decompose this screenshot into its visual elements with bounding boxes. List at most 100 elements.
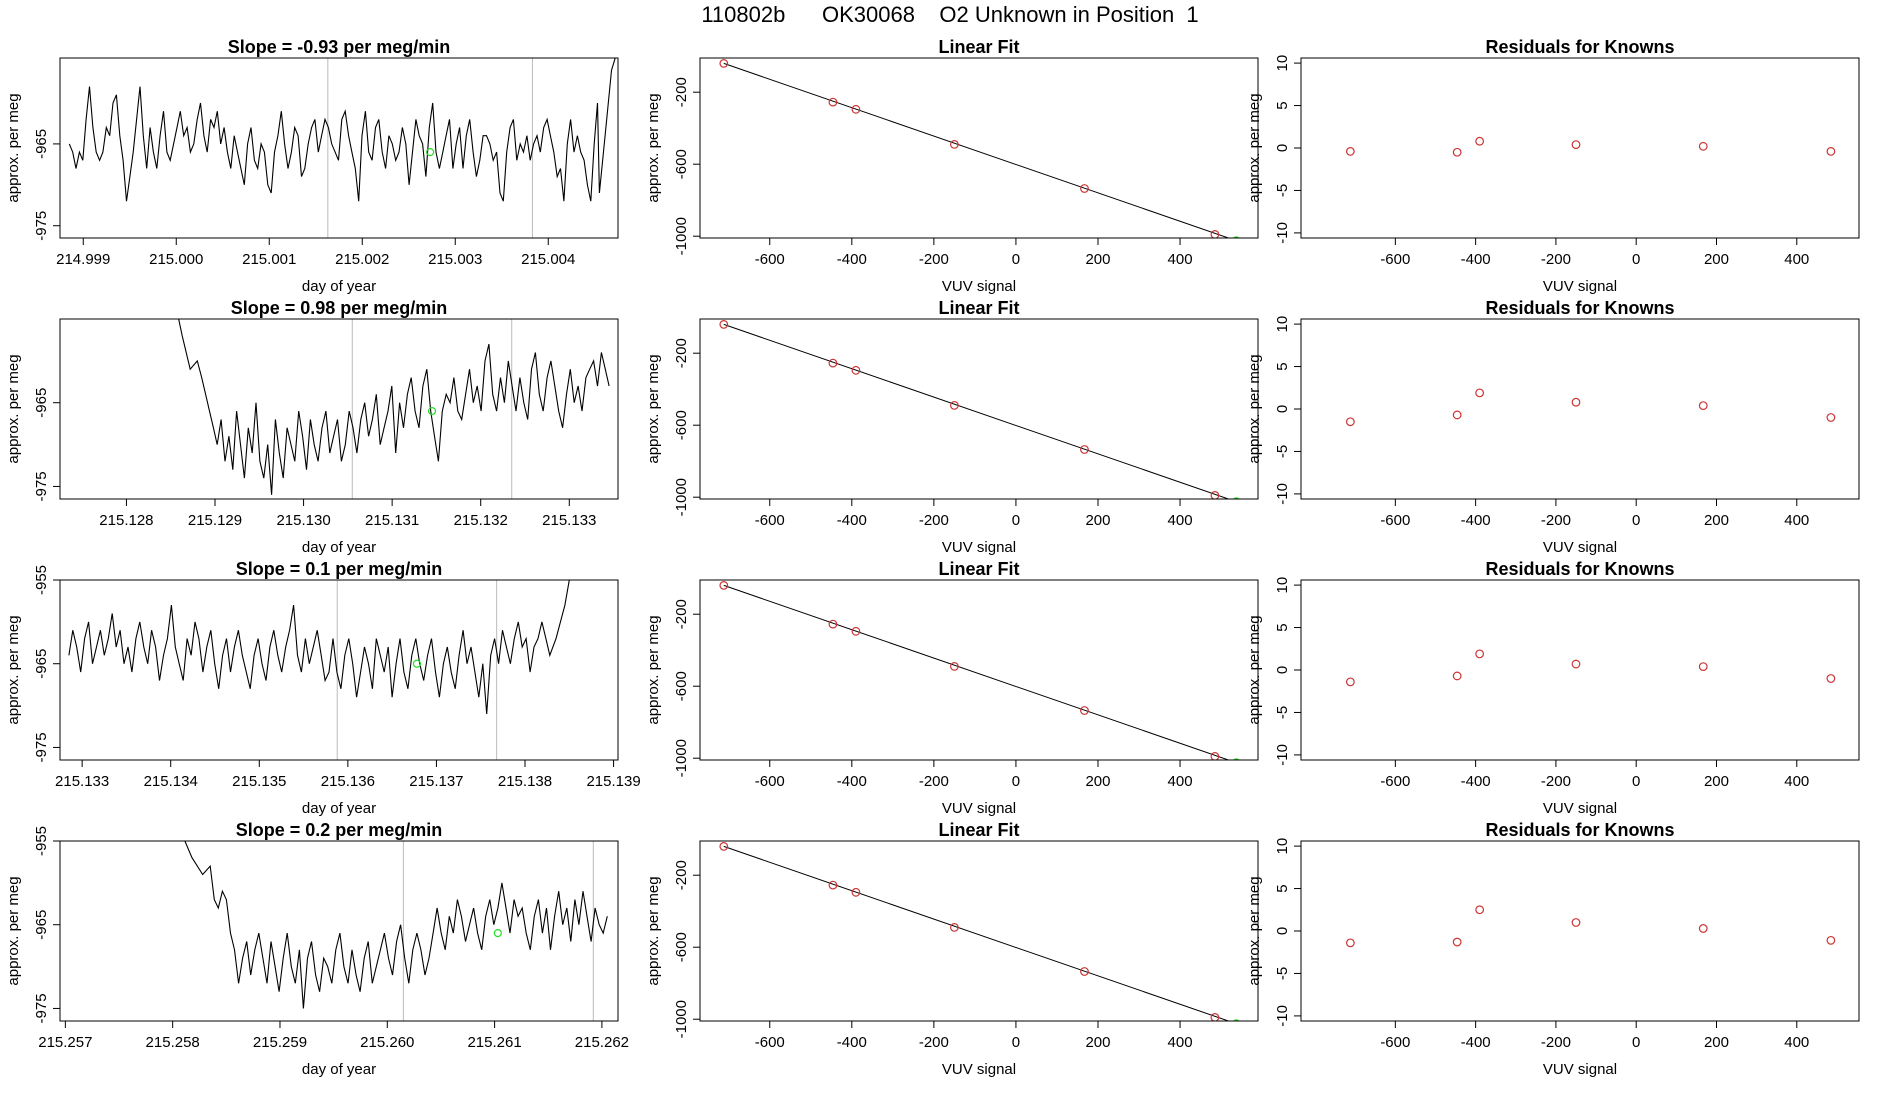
x-axis-label: day of year	[302, 800, 376, 817]
y-axis-label: approx. per meg	[645, 615, 662, 724]
x-tick-label: 0	[1012, 1034, 1020, 1051]
residual-point	[1475, 136, 1485, 146]
x-tick-label: 215.128	[99, 512, 153, 529]
x-tick-label: 215.004	[521, 251, 575, 268]
residual-point	[1452, 410, 1462, 420]
panel-title: Linear Fit	[938, 559, 1019, 579]
x-axis-label: VUV signal	[942, 278, 1016, 295]
known-standard-point	[828, 880, 838, 890]
x-tick-label: -400	[837, 773, 867, 790]
x-tick-label: -600	[755, 251, 785, 268]
unknown-sample-point	[493, 928, 502, 938]
y-tick-label: -955	[33, 565, 50, 595]
x-tick-label: -200	[1541, 251, 1571, 268]
y-tick-label: 10	[1274, 838, 1291, 855]
x-tick-label: 215.131	[365, 512, 419, 529]
residual-point	[1698, 924, 1708, 933]
y-axis-label: approx. per meg	[1246, 354, 1263, 463]
plot-frame	[699, 57, 1259, 239]
time-series-panel-row-1: Slope = -0.93 per meg/min day of year appr…	[5, 37, 619, 295]
unknown-sample-point	[1232, 497, 1240, 499]
x-axis-label: VUV signal	[1543, 800, 1617, 817]
x-tick-label: 215.257	[38, 1034, 92, 1051]
y-tick-label: -600	[673, 671, 690, 701]
x-tick-label: 200	[1085, 251, 1110, 268]
x-tick-label: 400	[1168, 773, 1193, 790]
y-axis-label: approx. per meg	[5, 93, 22, 202]
linear-fit-panel-row-1: Linear Fit VUV signal approx. per meg -600 -…	[645, 37, 1259, 295]
x-axis-label: VUV signal	[942, 539, 1016, 556]
x-tick-label: 215.261	[467, 1034, 521, 1051]
fit-line	[723, 323, 1230, 499]
known-standard-point	[851, 626, 861, 636]
linear-fit-panel-row-2: Linear Fit VUV signal approx. per meg -600 -…	[645, 298, 1259, 556]
x-tick-label: 215.001	[242, 251, 296, 268]
plot-frame	[1300, 318, 1860, 500]
y-tick-label: -965	[33, 649, 50, 679]
plot-area	[719, 320, 1240, 499]
plot-frame	[699, 318, 1259, 500]
x-tick-label: 0	[1012, 773, 1020, 790]
residuals-panel-row-4: Residuals for Knowns VUV signal approx. pe…	[1246, 820, 1860, 1078]
panel-title: Slope = 0.98 per meg/min	[231, 298, 448, 318]
x-tick-label: 0	[1012, 251, 1020, 268]
x-tick-label: -400	[1461, 512, 1491, 529]
y-tick-label: -965	[33, 129, 50, 159]
residual-point	[1698, 401, 1708, 411]
x-tick-label: -200	[1541, 512, 1571, 529]
panel-title: Residuals for Knowns	[1485, 37, 1674, 57]
panel-title: Slope = 0.1 per meg/min	[236, 559, 443, 579]
time-series-panel-row-4: Slope = 0.2 per meg/min day of year approx…	[5, 820, 629, 1078]
x-tick-label: -200	[919, 1034, 949, 1051]
x-tick-label: 215.000	[149, 251, 203, 268]
plot-frame	[59, 57, 619, 239]
x-tick-label: 215.132	[454, 512, 508, 529]
y-tick-label: -975	[33, 732, 50, 762]
x-tick-label: 215.262	[575, 1034, 629, 1051]
x-tick-label: 215.137	[409, 773, 463, 790]
x-tick-label: -600	[1380, 773, 1410, 790]
time-series-line	[184, 841, 608, 1009]
known-standard-point	[1080, 184, 1089, 193]
unknown-sample-point	[426, 147, 435, 157]
known-standard-point	[1080, 967, 1089, 976]
known-standard-point	[851, 365, 861, 375]
y-tick-label: -1000	[673, 217, 690, 255]
y-tick-label: 0	[1274, 405, 1291, 413]
plot-area	[1345, 388, 1836, 427]
y-axis-label: approx. per meg	[5, 876, 22, 985]
known-standard-point	[1210, 1013, 1220, 1021]
x-tick-label: 215.003	[428, 251, 482, 268]
x-tick-label: -600	[1380, 251, 1410, 268]
residual-point	[1345, 938, 1355, 948]
fit-line	[723, 62, 1230, 238]
y-tick-label: 5	[1274, 884, 1291, 892]
y-axis-label: approx. per meg	[5, 354, 22, 463]
residual-point	[1475, 905, 1485, 915]
time-series-line	[68, 580, 570, 715]
y-tick-label: -5	[1274, 706, 1291, 719]
x-tick-label: 0	[1632, 1034, 1640, 1051]
x-tick-label: 0	[1632, 773, 1640, 790]
x-tick-label: -400	[1461, 251, 1491, 268]
plot-frame	[1300, 579, 1860, 761]
known-standard-point	[851, 887, 861, 897]
known-standard-point	[719, 320, 729, 329]
y-tick-label: -200	[673, 860, 690, 890]
y-tick-label: 0	[1274, 144, 1291, 152]
x-tick-label: 200	[1085, 773, 1110, 790]
plot-frame	[59, 579, 619, 761]
plot-frame	[1300, 840, 1860, 1022]
residual-point	[1345, 677, 1355, 687]
x-tick-label: -200	[1541, 1034, 1571, 1051]
y-tick-label: -1000	[673, 739, 690, 777]
plot-area	[1345, 649, 1836, 687]
known-standard-point	[949, 923, 959, 932]
residual-point	[1452, 937, 1462, 947]
x-axis-label: VUV signal	[942, 1061, 1016, 1078]
y-axis-label: approx. per meg	[645, 354, 662, 463]
residual-point	[1571, 659, 1581, 669]
y-tick-label: 10	[1274, 55, 1291, 72]
y-tick-label: -10	[1274, 744, 1291, 766]
